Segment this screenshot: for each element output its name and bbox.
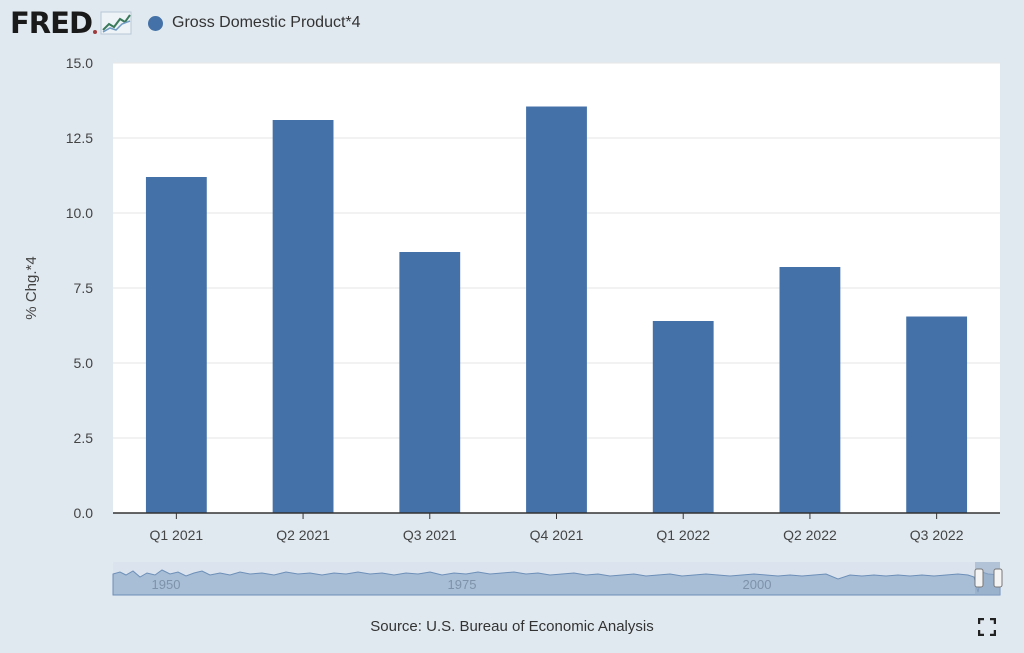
legend-label: Gross Domestic Product*4 [172, 14, 361, 31]
logo-dot [93, 30, 98, 34]
bar-q3-2022[interactable] [906, 316, 968, 514]
legend-marker [148, 15, 164, 31]
fred-chart-logo-icon [100, 11, 132, 35]
x-tick-label: Q1 2021 [149, 527, 203, 543]
x-tick-label: Q1 2022 [656, 527, 710, 543]
y-axis-label: % Chg.*4 [23, 256, 40, 319]
y-tick-label: 10.0 [66, 205, 93, 221]
y-tick-label: 5.0 [74, 355, 94, 371]
y-tick-label: 0.0 [74, 505, 94, 521]
x-tick-label: Q2 2022 [783, 527, 837, 543]
source-note: Source: U.S. Bureau of Economic Analysis [370, 618, 654, 635]
bar-q4-2021[interactable] [526, 106, 587, 514]
fred-logo[interactable]: FRED [10, 5, 132, 40]
y-axis-ticks: 0.0 2.5 5.0 7.5 10.0 12.5 15.0 [66, 55, 93, 521]
y-tick-label: 7.5 [74, 280, 94, 296]
y-tick-label: 12.5 [66, 130, 93, 146]
x-tick-label: Q3 2022 [910, 527, 964, 543]
navigator-series-area [112, 569, 1001, 596]
bar-q1-2022[interactable] [652, 321, 714, 513]
bar-q3-2021[interactable] [399, 252, 461, 513]
x-tick-label: Q2 2021 [276, 527, 330, 543]
navigator-labels: 1950 1975 2000 [152, 577, 772, 592]
navigator-year-label: 1975 [448, 577, 477, 592]
navigator-handle-right[interactable] [993, 568, 1003, 588]
bar-chart: 0.0 2.5 5.0 7.5 10.0 12.5 15.0 % Chg.*4 Q1 202… [23, 55, 1003, 596]
x-axis-ticks: Q1 2021 Q2 2021 Q3 2021 Q4 2021 Q1 2022 Q2 20… [149, 513, 964, 543]
range-navigator[interactable]: 1950 1975 2000 [112, 562, 1003, 596]
bar-q2-2021[interactable] [272, 120, 334, 513]
chart-legend[interactable]: Gross Domestic Product*4 [148, 14, 361, 32]
bar-q2-2022[interactable] [779, 267, 841, 513]
chart-header: FRED Gross Domestic Product*4 [10, 6, 361, 40]
navigator-handle-left[interactable] [974, 568, 984, 588]
x-tick-label: Q4 2021 [530, 527, 584, 543]
x-tick-label: Q3 2021 [403, 527, 457, 543]
y-tick-label: 15.0 [66, 55, 93, 71]
bar-q1-2021[interactable] [145, 177, 207, 513]
navigator-year-label: 2000 [743, 577, 772, 592]
y-tick-label: 2.5 [74, 430, 94, 446]
bars [145, 106, 968, 514]
fullscreen-icon[interactable] [978, 618, 996, 636]
logo-text: FRED [10, 5, 93, 40]
navigator-year-label: 1950 [152, 577, 181, 592]
